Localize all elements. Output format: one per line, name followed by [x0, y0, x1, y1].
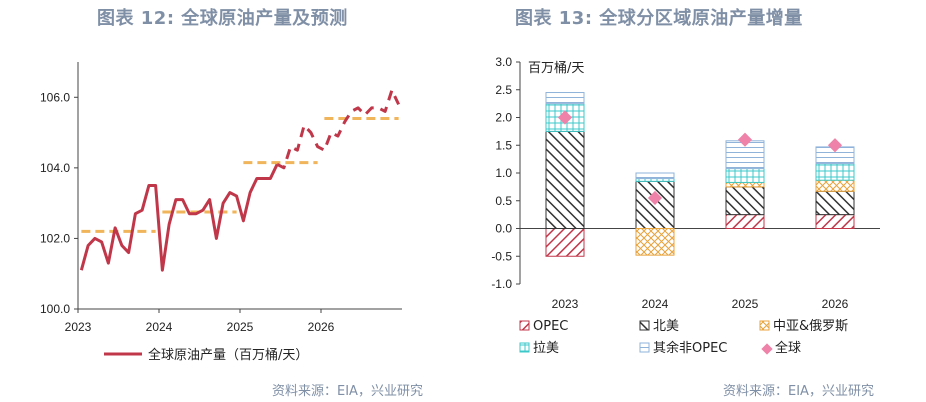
bar-segment-north-america: [815, 190, 855, 216]
x-tick-label: 2025: [732, 297, 759, 311]
legend-swatch: [519, 320, 530, 331]
y-tick-label: -0.5: [491, 249, 512, 263]
y-tick-label: 0.0: [495, 222, 512, 236]
x-tick-label: 2023: [552, 297, 579, 311]
y-tick-label: 0.5: [495, 194, 512, 208]
bar-segment-opec: [815, 214, 855, 229]
y-tick-label: 100.0: [40, 302, 70, 316]
y-tick-label: 106.0: [40, 90, 70, 104]
bar-segment-latin-america: [815, 163, 855, 181]
x-tick-label: 2025: [227, 320, 254, 334]
legend-label: 北美: [653, 319, 679, 334]
y-tick-label: -1.0: [491, 277, 512, 291]
legend-swatch: [759, 320, 770, 331]
right-source-note: 资料来源：EIA，兴业研究: [723, 384, 874, 399]
legend-label-global: 全球: [775, 340, 801, 356]
legend-swatch: [519, 342, 530, 353]
bar-segment-opec: [545, 228, 585, 257]
y-tick-label: 1.0: [495, 166, 512, 180]
global-total-marker: [557, 110, 573, 125]
y-tick-label: 102.0: [40, 231, 70, 245]
global-total-marker: [737, 132, 753, 147]
x-tick-label: 2026: [822, 297, 849, 311]
y-tick-label: 2.5: [495, 83, 512, 97]
bar-segment-other-non-opec: [545, 92, 585, 105]
legend-label: 拉美: [533, 341, 559, 356]
legend-swatch: [639, 320, 650, 331]
forecast-production-line: [276, 88, 400, 170]
x-tick-label: 2024: [146, 320, 173, 334]
bar-segment-north-america: [545, 130, 585, 229]
y-tick-label: 1.5: [495, 138, 512, 152]
regional-increment-bar-chart: -1.0 -0.5 0.0 0.5 1.0 1.5 2.0 2.5 3.0 2023 2024 202…: [491, 55, 880, 356]
x-tick-label: 2026: [308, 320, 335, 334]
production-line-chart: 100.0 102.0 104.0 106.0 2023 2024 2025 2026 全球原…: [40, 62, 402, 363]
y-tick-label: 104.0: [40, 161, 70, 175]
bar-segment-central-asia-russia: [725, 181, 765, 188]
y-tick-label: 3.0: [495, 55, 512, 69]
global-total-marker: [647, 190, 663, 206]
bar-segment-opec: [725, 214, 765, 229]
legend-label: OPEC: [533, 319, 568, 334]
bar-segment-latin-america: [725, 168, 765, 183]
left-chart-title: 图表 12: 全球原油产量及预测: [97, 8, 348, 29]
bar-segment-central-asia-russia: [815, 179, 855, 192]
x-tick-label: 2023: [65, 320, 92, 334]
left-source-note: 资料来源：EIA，兴业研究: [272, 384, 423, 399]
bar-segment-other-non-opec: [635, 172, 675, 180]
y-tick-label: 2.0: [495, 111, 512, 125]
global-total-marker: [827, 138, 843, 153]
legend-swatch-global: [761, 343, 773, 355]
legend-label: 中亚&俄罗斯: [773, 319, 848, 334]
legend-swatch: [639, 342, 650, 353]
legend-label: 其余非OPEC: [653, 340, 727, 356]
unit-label: 百万桶/天: [528, 61, 584, 76]
line-chart-legend: 全球原油产量（百万桶/天）: [104, 347, 308, 363]
bar-segment-central-asia-russia: [635, 228, 675, 256]
right-chart-title: 图表 13: 全球分区域原油产量增量: [515, 8, 803, 29]
bar-segment-north-america: [725, 186, 765, 216]
x-tick-label: 2024: [642, 297, 669, 311]
legend-line-label: 全球原油产量（百万桶/天）: [148, 347, 308, 363]
historical-production-line: [79, 163, 279, 272]
